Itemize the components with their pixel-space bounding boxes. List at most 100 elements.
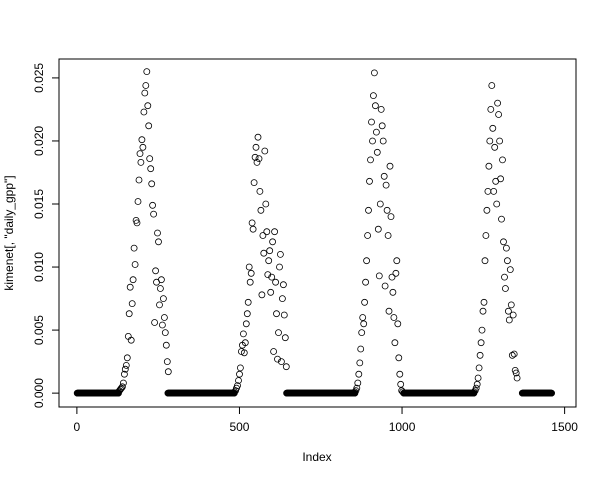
- data-point: [252, 143, 260, 151]
- data-point: [231, 388, 239, 396]
- data-point: [476, 351, 484, 359]
- data-point: [372, 128, 380, 136]
- data-point: [396, 370, 404, 378]
- data-point: [488, 82, 496, 89]
- data-point: [239, 330, 247, 338]
- data-point: [369, 137, 376, 145]
- data-point: [363, 257, 371, 265]
- data-point: [388, 273, 396, 281]
- data-point: [240, 349, 248, 357]
- data-point: [126, 283, 134, 291]
- data-point: [265, 257, 273, 265]
- data-point: [246, 278, 254, 286]
- data-point: [264, 271, 272, 279]
- data-point: [392, 269, 400, 277]
- data-point: [502, 244, 510, 252]
- data-point: [274, 355, 281, 363]
- data-point: [280, 311, 288, 319]
- data-point: [149, 201, 157, 209]
- data-point: [120, 379, 127, 387]
- data-point: [367, 156, 374, 164]
- data-point: [385, 307, 393, 315]
- y-tick-label: 0.025: [32, 63, 46, 93]
- data-point: [261, 147, 269, 155]
- data-point: [485, 162, 493, 170]
- y-tick-label: 0.010: [32, 252, 46, 282]
- data-point: [368, 118, 375, 126]
- data-point: [355, 370, 363, 378]
- data-point: [398, 387, 406, 395]
- data-point: [487, 106, 495, 113]
- data-point: [131, 261, 139, 268]
- data-point: [351, 388, 359, 396]
- data-point: [134, 198, 142, 205]
- data-point: [356, 359, 364, 367]
- data-point: [497, 175, 505, 183]
- data-point: [506, 266, 514, 274]
- data-point: [268, 273, 276, 281]
- data-point: [474, 374, 482, 382]
- data-point: [140, 108, 148, 116]
- data-point: [481, 257, 489, 265]
- y-tick-label: 0.020: [32, 126, 46, 156]
- data-point: [159, 295, 167, 303]
- x-tick-label: 0: [74, 420, 81, 434]
- y-axis: 0.000 0.005 0.010 0.015 0.020 0.025: [32, 63, 60, 408]
- data-point: [160, 314, 168, 321]
- data-point: [242, 320, 250, 328]
- data-point: [121, 365, 129, 373]
- data-point: [262, 200, 270, 208]
- data-point: [254, 133, 262, 141]
- data-point: [505, 316, 513, 324]
- data-point: [472, 384, 480, 392]
- data-point: [365, 206, 372, 214]
- data-point: [354, 379, 362, 387]
- data-point: [154, 229, 161, 237]
- data-point: [508, 351, 516, 359]
- data-point: [122, 361, 130, 369]
- data-point: [151, 319, 159, 326]
- data-point: [145, 122, 153, 130]
- x-tick-label: 1500: [551, 420, 578, 434]
- data-point: [489, 124, 497, 132]
- data-point: [496, 137, 504, 145]
- data-point: [480, 298, 488, 306]
- data-point: [249, 225, 257, 233]
- data-point: [357, 345, 365, 353]
- data-point: [399, 388, 407, 396]
- data-point: [381, 282, 389, 290]
- data-point: [263, 228, 271, 236]
- data-point: [143, 68, 151, 75]
- data-point: [144, 102, 152, 110]
- data-point: [137, 158, 145, 166]
- data-point: [390, 314, 398, 321]
- data-point: [271, 228, 279, 236]
- data-point: [128, 300, 136, 308]
- y-tick-label: 0.005: [32, 315, 46, 345]
- data-point: [270, 348, 278, 355]
- data-point: [364, 232, 372, 239]
- y-tick-label: 0.015: [32, 189, 46, 219]
- data-point: [156, 285, 164, 292]
- data-point: [155, 238, 162, 246]
- data-point: [358, 329, 366, 337]
- data-point: [386, 162, 394, 170]
- data-point: [152, 267, 160, 275]
- data-point: [157, 276, 165, 284]
- data-point: [257, 206, 265, 214]
- data-point: [125, 310, 133, 318]
- data-point: [277, 358, 285, 366]
- data-point: [490, 187, 498, 195]
- data-point: [359, 314, 367, 321]
- data-point: [129, 276, 137, 284]
- data-point: [234, 382, 241, 390]
- data-point: [391, 339, 399, 347]
- data-point: [374, 225, 382, 233]
- data-point: [279, 281, 287, 289]
- data-point: [493, 200, 501, 208]
- y-tick-label: 0.000: [32, 378, 46, 408]
- data-point: [477, 339, 485, 347]
- data-point: [259, 232, 267, 239]
- data-point: [156, 301, 163, 309]
- data-point: [499, 156, 506, 164]
